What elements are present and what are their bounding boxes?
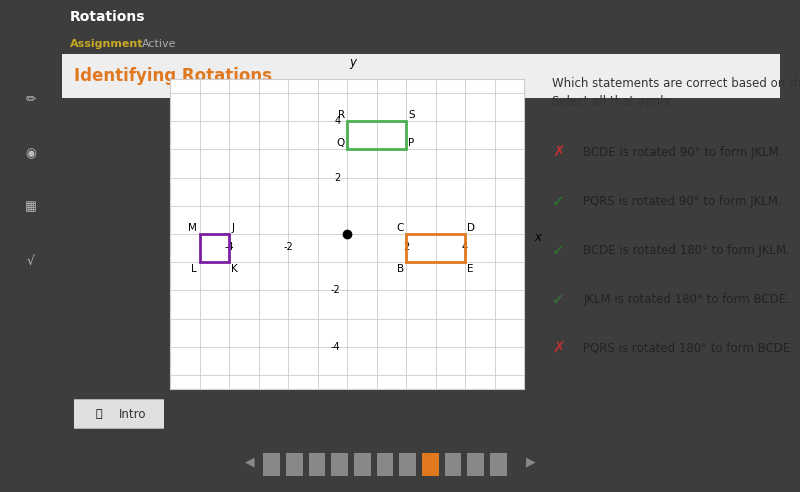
Text: y: y [349,56,356,69]
FancyBboxPatch shape [71,399,166,429]
Text: ✓: ✓ [552,243,565,258]
Text: ✗: ✗ [552,340,565,356]
Bar [286,453,302,475]
Text: Assignment: Assignment [70,39,143,49]
Text: 4: 4 [462,242,468,252]
Text: ✏: ✏ [26,93,36,106]
Text: Q: Q [336,138,345,148]
Text: L: L [191,264,197,275]
Text: -2: -2 [330,285,341,295]
Text: ▶: ▶ [526,456,535,468]
Text: -4: -4 [224,242,234,252]
Bar [445,453,462,475]
Text: ◉: ◉ [26,147,37,160]
Text: PQRS is rotated 90° to form JKLM.: PQRS is rotated 90° to form JKLM. [583,195,782,208]
Text: 2: 2 [403,242,409,252]
Text: PQRS is rotated 180° to form BCDE.: PQRS is rotated 180° to form BCDE. [583,341,794,355]
Text: ▦: ▦ [25,201,37,214]
Bar [467,453,484,475]
Text: Which statements are correct based on the graph?
Select all that apply.: Which statements are correct based on th… [552,77,800,108]
Text: Active: Active [142,39,177,49]
Bar [490,453,506,475]
Text: E: E [467,264,474,275]
Text: ✗: ✗ [552,145,565,160]
Text: -2: -2 [283,242,293,252]
Bar [309,453,326,475]
Text: Identifying Rotations: Identifying Rotations [74,67,272,85]
Text: D: D [467,222,475,233]
Text: C: C [396,222,404,233]
Bar [354,453,370,475]
Text: x: x [534,231,542,244]
Text: Rotations: Rotations [70,10,146,24]
Text: 2: 2 [334,173,341,183]
Text: P: P [408,138,414,148]
Bar [399,453,416,475]
Text: -4: -4 [331,342,341,352]
Text: M: M [188,222,197,233]
Bar [406,234,465,262]
Text: R: R [338,110,345,120]
Bar [347,121,406,150]
Text: B: B [397,264,404,275]
Text: ✓: ✓ [552,292,565,307]
Bar [422,453,438,475]
Text: 🔊: 🔊 [96,409,102,419]
Text: √: √ [27,254,35,267]
Text: ✓: ✓ [552,194,565,209]
Text: J: J [231,222,234,233]
Text: S: S [408,110,415,120]
Text: JKLM is rotated 180° to form BCDE.: JKLM is rotated 180° to form BCDE. [583,293,790,306]
Bar [199,234,229,262]
Text: ◀: ◀ [245,456,254,468]
Bar [331,453,348,475]
Text: K: K [231,264,238,275]
Text: BCDE is rotated 90° to form JKLM.: BCDE is rotated 90° to form JKLM. [583,146,782,159]
Text: 4: 4 [334,116,341,126]
Text: Intro: Intro [118,407,146,421]
Bar [62,54,780,98]
Bar [263,453,280,475]
Text: BCDE is rotated 180° to form JKLM.: BCDE is rotated 180° to form JKLM. [583,244,790,257]
Bar [377,453,394,475]
